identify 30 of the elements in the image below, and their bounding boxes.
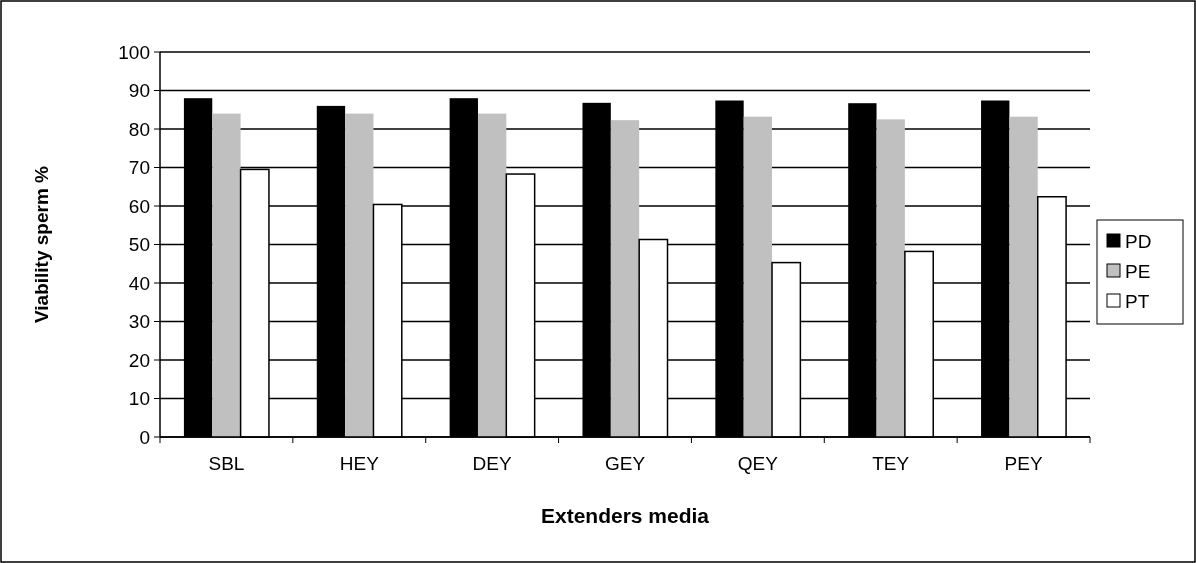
bar [1009,116,1038,437]
y-tick-label: 90 [128,80,150,102]
legend-label: PD [1125,230,1152,252]
bar [743,116,773,437]
x-tick-label: QEY [737,453,779,474]
y-tick-label: 70 [128,157,150,179]
y-axis-title: Viability sperm % [31,165,52,323]
legend-label: PE [1125,260,1151,282]
legend-label: PT [1125,290,1150,312]
y-tick-label: 50 [128,234,150,256]
x-tick-label: GEY [604,453,646,474]
x-axis-title: Extenders media [540,504,710,527]
bar [212,113,241,437]
y-tick-label: 30 [128,311,150,333]
y-tick-label: 0 [139,426,150,448]
y-tick-label: 60 [128,195,150,217]
bar [345,113,374,437]
x-tick-label: SBL [208,453,245,474]
bar [876,119,905,437]
x-tick-label: TEY [872,453,910,474]
y-tick-label: 40 [128,272,150,294]
bar [610,120,640,437]
bar [477,113,507,437]
y-tick-label: 20 [128,349,150,371]
y-tick-label: 100 [118,41,150,63]
y-tick-label: 80 [128,118,150,140]
y-tick-label: 10 [128,388,150,410]
x-tick-label: DEY [472,453,512,474]
x-tick-label: HEY [339,453,380,474]
x-tick-label: PEY [1004,453,1043,474]
